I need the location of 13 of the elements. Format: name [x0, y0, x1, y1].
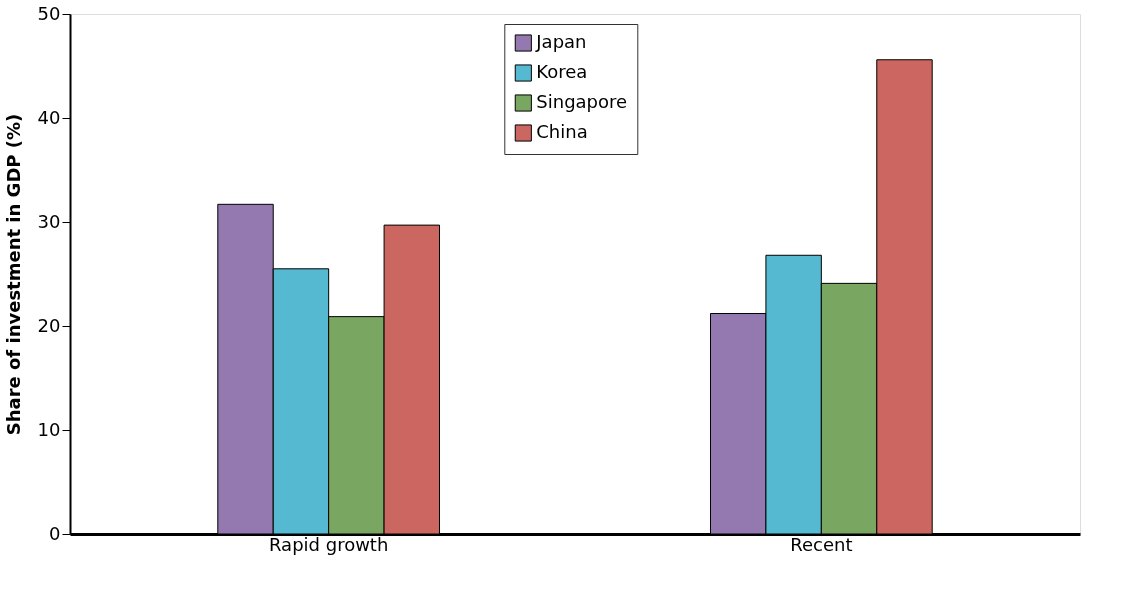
y-axis-title: Share of investment in GDP (%): [2, 113, 24, 436]
legend-label: Japan: [535, 31, 587, 52]
y-tick-label: 0: [49, 522, 61, 544]
y-tick-label: 40: [37, 106, 61, 128]
legend-label: Korea: [536, 61, 588, 82]
y-tick-label: 30: [37, 210, 61, 232]
x-tick-label: Rapid growth: [268, 533, 389, 555]
x-tick-label: Recent: [790, 533, 853, 555]
legend-label: Singapore: [536, 91, 628, 112]
y-tick-label: 10: [37, 418, 61, 440]
legend-label: China: [536, 121, 588, 142]
y-tick-label: 50: [37, 2, 61, 24]
y-tick-label: 20: [37, 314, 61, 336]
